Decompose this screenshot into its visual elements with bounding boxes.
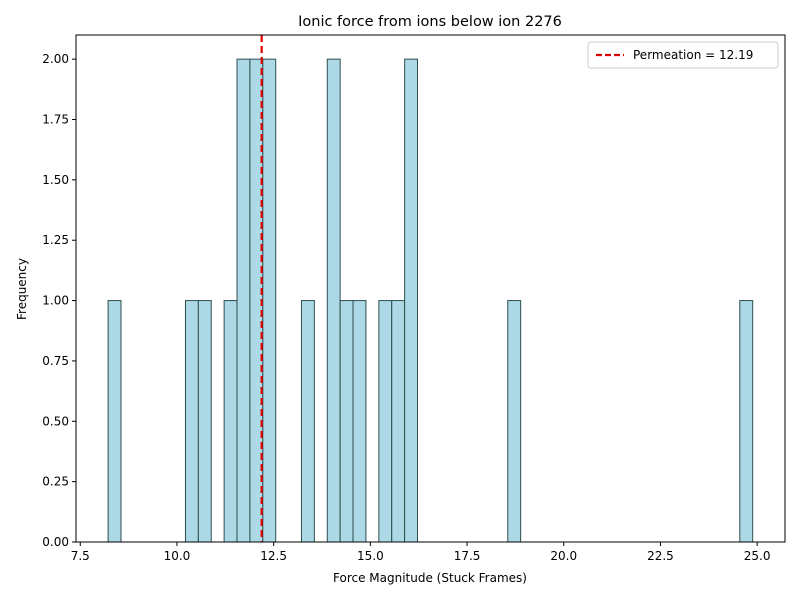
y-tick-label: 1.75 [42, 113, 69, 127]
y-axis-label: Frequency [15, 258, 29, 320]
legend-box [587, 41, 779, 69]
y-tick-label: 0.25 [42, 475, 69, 489]
x-tick-label: 10.0 [164, 549, 191, 563]
y-tick-label: 2.00 [42, 52, 69, 66]
chart-title: Ionic force from ions below ion 2276 [298, 14, 562, 30]
x-tick-label: 25.0 [744, 549, 771, 563]
y-tick-label: 0.75 [42, 354, 69, 368]
histogram-bar-4 [236, 58, 251, 543]
x-tick-label: 20.0 [550, 549, 577, 563]
x-axis-label: Force Magnitude (Stuck Frames) [333, 571, 527, 585]
x-tick-label: 22.5 [647, 549, 674, 563]
histogram-bar-9 [339, 300, 354, 543]
histogram-bar-3 [223, 300, 238, 543]
histogram-bar-10 [352, 300, 367, 543]
x-tick-label: 12.5 [260, 549, 287, 563]
histogram-bar-8 [326, 58, 341, 543]
plot-frame [75, 34, 786, 543]
histogram-bar-0 [107, 300, 122, 543]
y-tick-label: 1.00 [42, 294, 69, 308]
y-tick-label: 0.00 [42, 535, 69, 549]
histogram-bar-6 [262, 58, 277, 543]
histogram-bar-11 [378, 300, 393, 543]
legend: Permeation = 12.19 [587, 41, 779, 69]
histogram-bar-12 [391, 300, 406, 543]
histogram-bar-7 [300, 300, 315, 543]
histogram-bar-14 [507, 300, 522, 543]
histogram-bars [107, 58, 754, 543]
x-tick-label: 15.0 [357, 549, 384, 563]
histogram-bar-1 [184, 300, 199, 543]
x-axis-ticks: 7.5 10.0 12.5 15.0 17.5 20.0 22.5 25.0 [71, 542, 771, 563]
y-tick-label: 0.50 [42, 414, 69, 428]
x-tick-label: 7.5 [71, 549, 90, 563]
x-tick-label: 17.5 [454, 549, 481, 563]
y-tick-label: 1.50 [42, 173, 69, 187]
histogram-bar-2 [197, 300, 212, 543]
y-tick-label: 1.25 [42, 233, 69, 247]
legend-entry-label: Permeation = 12.19 [633, 48, 753, 62]
histogram-bar-15 [739, 300, 754, 543]
y-axis-ticks: 0.00 0.25 0.50 0.75 1.00 1.25 1.50 1.75 2.00 [42, 52, 76, 549]
histogram-bar-13 [404, 58, 419, 543]
